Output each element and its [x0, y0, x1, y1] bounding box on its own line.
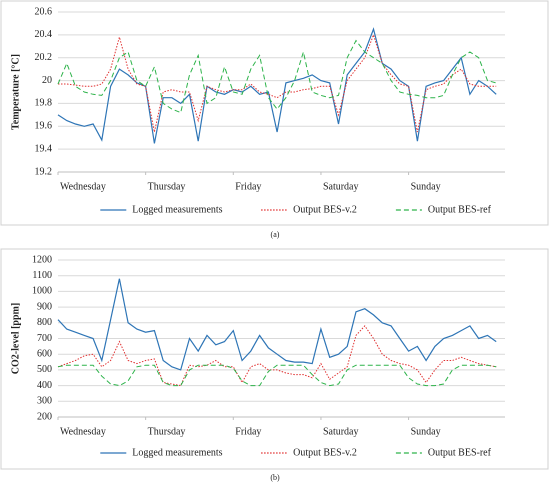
- y-axis-label: Temperature [°C]: [10, 54, 21, 130]
- legend-label: Logged measurements: [132, 447, 222, 458]
- y-tick-label: 19.8: [35, 98, 53, 109]
- series-line: [57, 364, 497, 387]
- y-tick-label: 600: [37, 348, 52, 359]
- y-axis-label: CO2-level [ppm]: [10, 303, 21, 374]
- y-tick-label: 19.4: [35, 143, 53, 154]
- legend-label: Output BES-v.2: [293, 447, 357, 458]
- y-tick-label: 1200: [32, 254, 52, 265]
- legend-label: Output BES-ref: [428, 204, 492, 215]
- y-tick-label: 19.6: [35, 121, 53, 132]
- caption: (b): [270, 473, 280, 482]
- x-tick-label: Wednesday: [60, 181, 106, 192]
- x-tick-label: Saturday: [323, 181, 359, 192]
- y-tick-label: 500: [37, 364, 52, 375]
- y-tick-label: 900: [37, 301, 52, 312]
- x-tick-label: Thursday: [148, 181, 186, 192]
- x-tick-label: Wednesday: [60, 426, 106, 437]
- x-tick-label: Sunday: [411, 426, 441, 437]
- x-tick-label: Friday: [235, 181, 261, 192]
- x-tick-label: Saturday: [323, 426, 359, 437]
- legend-label: Logged measurements: [132, 204, 222, 215]
- legend-label: Output BES-ref: [428, 447, 492, 458]
- x-tick-label: Friday: [235, 426, 261, 437]
- y-tick-label: 20.2: [35, 52, 53, 63]
- y-tick-label: 20: [42, 75, 52, 86]
- series-line: [57, 278, 497, 371]
- series-line: [58, 33, 497, 133]
- y-tick-label: 800: [37, 317, 52, 328]
- x-tick-label: Sunday: [411, 181, 441, 192]
- y-tick-label: 400: [37, 380, 52, 391]
- y-tick-label: 200: [37, 411, 52, 422]
- caption: (a): [271, 230, 280, 239]
- legend-label: Output BES-v.2: [293, 204, 357, 215]
- y-tick-label: 20.4: [35, 29, 53, 40]
- y-tick-label: 19.2: [35, 166, 53, 177]
- y-tick-label: 700: [37, 333, 52, 344]
- y-tick-label: 1100: [32, 270, 52, 281]
- y-tick-label: 300: [37, 396, 52, 407]
- y-tick-label: 20.6: [35, 6, 53, 17]
- y-tick-label: 1000: [32, 286, 52, 297]
- panel-frame: [0, 248, 549, 470]
- series-line: [57, 27, 497, 144]
- panel-frame: [0, 0, 549, 226]
- x-tick-label: Thursday: [148, 426, 186, 437]
- series-line: [57, 325, 497, 387]
- series-line: [57, 39, 497, 114]
